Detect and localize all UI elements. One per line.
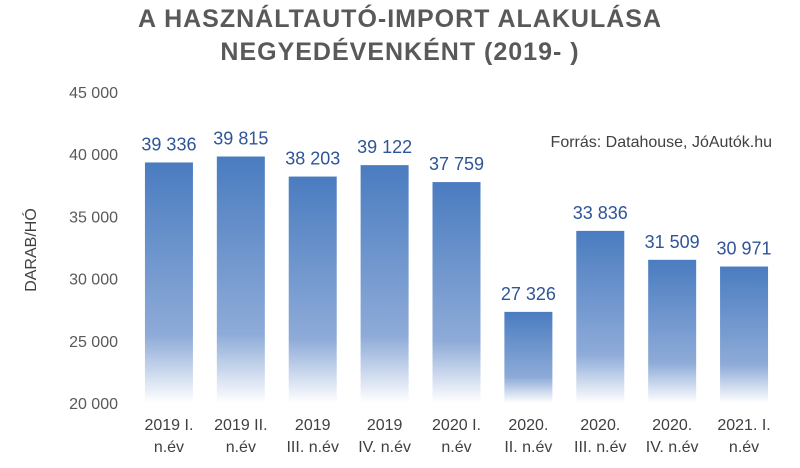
- chart-title-line-2: NEGYEDÉVENKÉNT (2019- ): [220, 38, 580, 66]
- x-tick-label: n.év: [226, 439, 256, 456]
- data-label: 39 815: [213, 129, 268, 149]
- x-tick-label: 2019 I.: [144, 417, 193, 434]
- bar: [648, 259, 697, 403]
- data-label: 37 759: [429, 154, 484, 174]
- x-tick-label: 2020 I.: [432, 417, 481, 434]
- x-tick-label: 2021. I.: [717, 417, 770, 434]
- x-tick-label: III. n.év: [574, 439, 626, 456]
- data-label: 33 836: [573, 203, 628, 223]
- x-tick-label: 2020.: [580, 417, 620, 434]
- bar: [144, 162, 193, 403]
- y-tick-label: 20 000: [69, 396, 118, 413]
- y-tick-label: 45 000: [69, 85, 118, 102]
- x-tick-label: IV. n.év: [646, 439, 699, 456]
- y-tick-label: 40 000: [69, 147, 118, 164]
- x-tick-label: 2019 II.: [214, 417, 267, 434]
- bar: [504, 311, 553, 403]
- source-annotation: Forrás: Datahouse, JóAutók.hu: [550, 134, 772, 151]
- x-tick-label: IV. n.év: [358, 439, 411, 456]
- x-tick-label: II. n.év: [504, 439, 552, 456]
- data-label: 39 122: [357, 137, 412, 157]
- bar: [360, 165, 409, 403]
- y-tick-label: 30 000: [69, 272, 118, 289]
- x-tick-label: n.év: [729, 439, 759, 456]
- x-tick-label: 2020.: [508, 417, 548, 434]
- bar: [720, 266, 769, 403]
- data-label: 31 509: [645, 232, 700, 252]
- y-tick-label: 25 000: [69, 334, 118, 351]
- data-label: 39 336: [141, 134, 196, 154]
- chart-title-line-1: A HASZNÁLTAUTÓ-IMPORT ALAKULÁSA: [138, 5, 662, 33]
- x-tick-label: n.év: [154, 439, 184, 456]
- x-tick-label: 2020.: [652, 417, 692, 434]
- bar: [576, 230, 625, 403]
- bar: [216, 156, 265, 403]
- bar: [288, 176, 337, 403]
- y-tick-label: 35 000: [69, 209, 118, 226]
- x-tick-label: 2019: [367, 417, 403, 434]
- x-tick-label: 2019: [295, 417, 331, 434]
- x-tick-label: III. n.év: [286, 439, 338, 456]
- bar: [432, 182, 481, 403]
- data-label: 27 326: [501, 284, 556, 304]
- x-tick-label: n.év: [441, 439, 471, 456]
- data-label: 30 971: [717, 239, 772, 259]
- data-label: 38 203: [285, 149, 340, 169]
